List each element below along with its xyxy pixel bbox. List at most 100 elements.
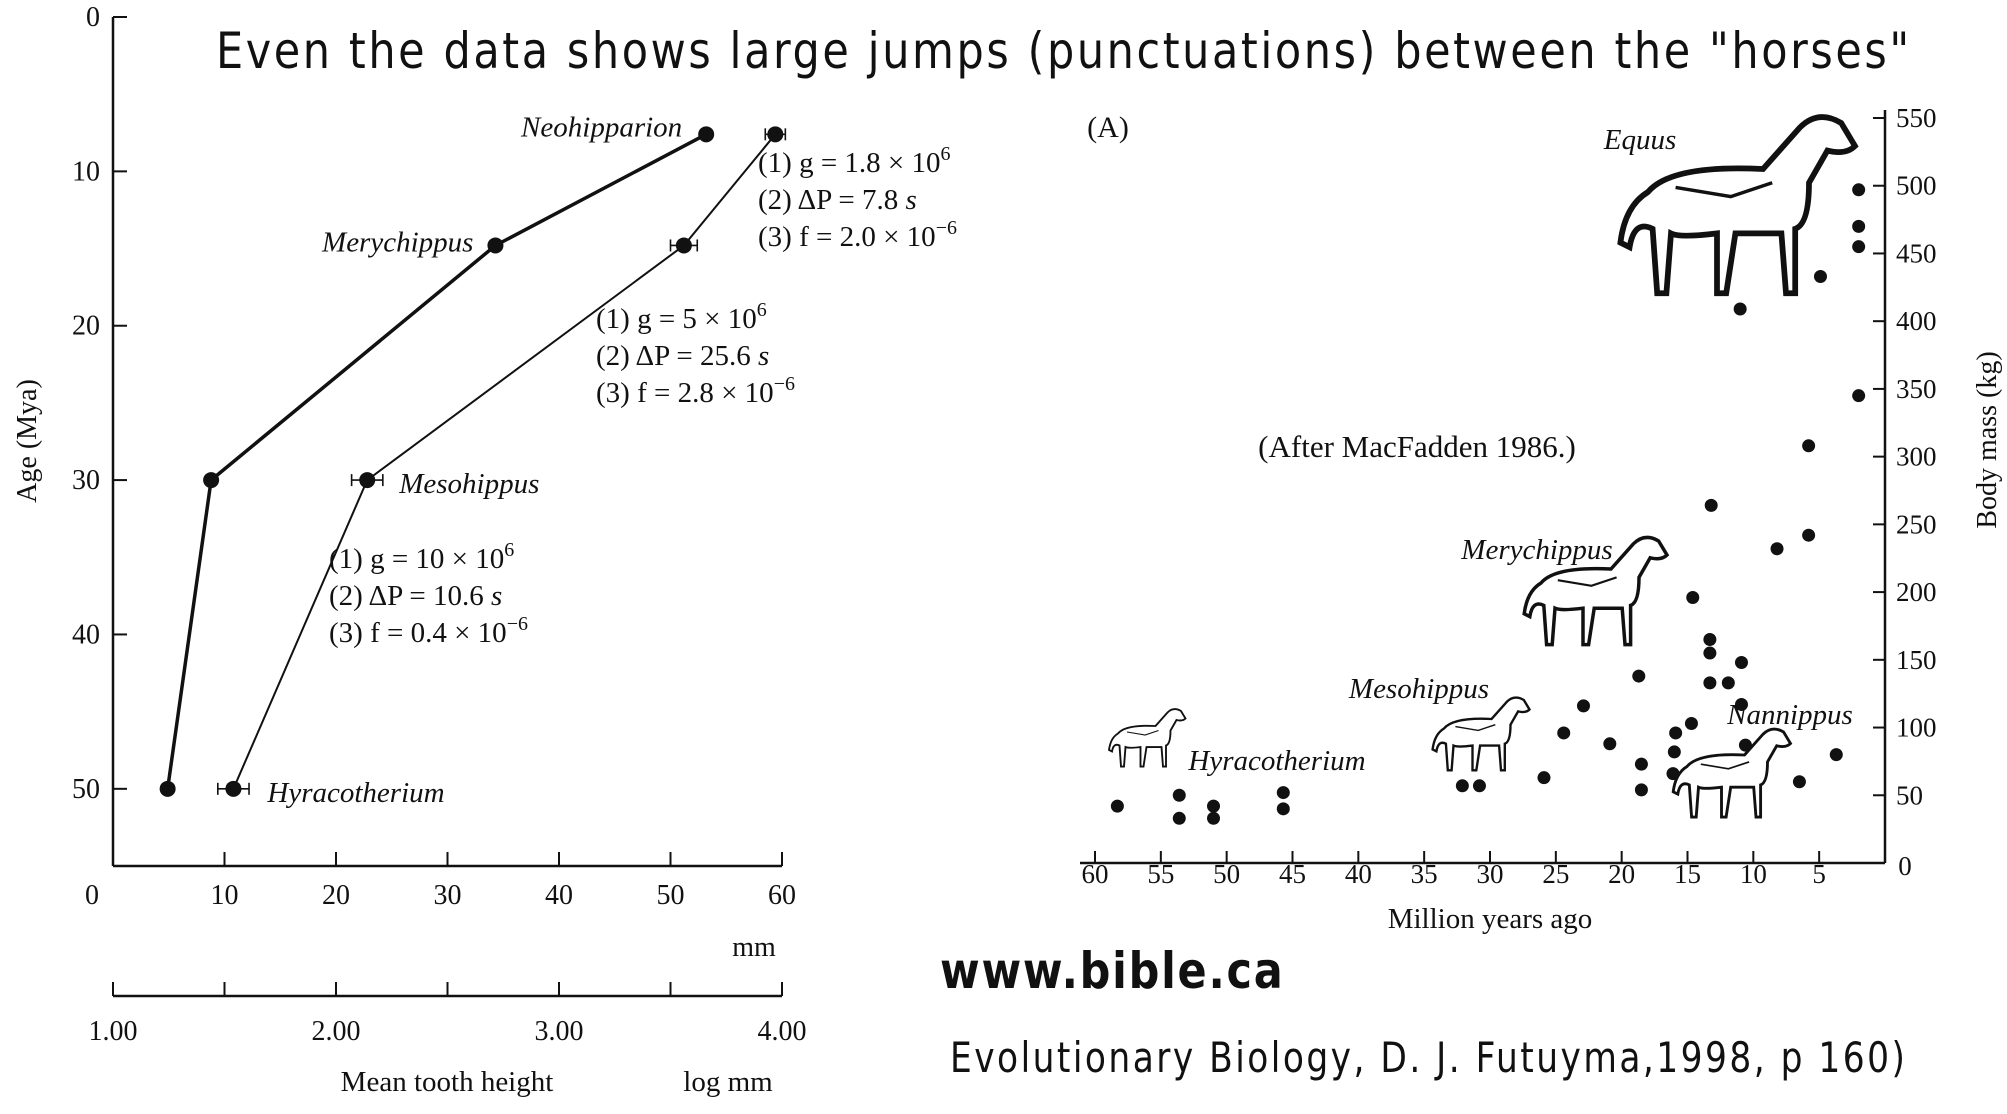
left-log-unit-label: log mm: [683, 1066, 773, 1098]
right-data-point: [1704, 498, 1718, 512]
left-x-tick-label: 50: [657, 880, 685, 911]
right-data-point: [1829, 748, 1843, 762]
citation-label: Evolutionary Biology, D. J. Futuyma,1998…: [950, 1033, 1908, 1082]
right-x-tick-label: 25: [1542, 859, 1569, 889]
right-taxon-label: Mesohippus: [1348, 673, 1489, 705]
right-data-point: [1802, 439, 1816, 453]
left-log-tick-label: 1.00: [89, 1016, 138, 1047]
left-x-tick-label: 30: [434, 880, 462, 911]
left-annotation-line: (2) ΔP = 7.8 s: [758, 184, 917, 216]
right-data-point: [1472, 779, 1486, 793]
left-log-tick-label: 4.00: [758, 1016, 807, 1047]
right-x-tick-label: 60: [1082, 859, 1109, 889]
right-data-point: [1172, 788, 1186, 802]
right-x-tick-label: 55: [1147, 859, 1174, 889]
right-data-point: [1110, 799, 1124, 813]
horse-body-outline: [1522, 535, 1670, 647]
left-x-unit-label: mm: [732, 932, 776, 963]
right-data-point: [1455, 779, 1469, 793]
left-log-tick-label: 3.00: [535, 1016, 584, 1047]
right-x-axis-title: Million years ago: [1388, 903, 1593, 935]
right-taxon-label: Merychippus: [1460, 534, 1612, 566]
right-data-point: [1852, 183, 1866, 197]
horse-body-outline: [1107, 708, 1187, 768]
right-taxon-label: Hyracotherium: [1187, 745, 1365, 777]
right-x-tick-label: 30: [1477, 859, 1504, 889]
right-source-note: (After MacFadden 1986.): [1258, 429, 1576, 464]
right-y-tick-label: 450: [1896, 238, 1937, 268]
right-data-point: [1802, 528, 1816, 542]
right-data-point: [1634, 783, 1648, 797]
right-data-point: [1703, 646, 1717, 660]
right-data-point: [1276, 786, 1290, 800]
right-data-point: [1669, 726, 1683, 740]
mesohippus-illustration-icon: [1431, 696, 1531, 772]
left-data-point: [698, 126, 715, 143]
right-data-point: [1792, 775, 1806, 789]
right-taxon-label: Equus: [1603, 124, 1677, 156]
left-y-tick-label: 30: [72, 465, 100, 496]
right-data-point: [1576, 699, 1590, 713]
right-data-point: [1686, 591, 1700, 605]
right-data-point: [1721, 676, 1735, 690]
right-data-point: [1684, 716, 1698, 730]
left-data-point: [487, 237, 504, 254]
left-taxon-label: Hyracotherium: [266, 777, 444, 809]
right-data-point: [1537, 771, 1551, 785]
horse-shading: [1700, 761, 1750, 770]
right-data-point: [1852, 219, 1866, 233]
right-y-tick-label: 400: [1896, 306, 1937, 336]
left-taxon-label: Merychippus: [321, 226, 473, 258]
right-y-tick-label: 350: [1896, 374, 1937, 404]
left-annotation-line: (3) f = 2.8 × 10−6: [596, 373, 795, 409]
right-data-point: [1770, 542, 1784, 556]
right-data-point: [1557, 726, 1571, 740]
website-label: www.bible.ca: [940, 942, 1285, 1000]
horse-shading: [1126, 729, 1159, 736]
left-y-tick-label: 40: [72, 619, 100, 650]
left-y-tick-label: 10: [72, 156, 100, 187]
right-data-point: [1703, 676, 1717, 690]
right-data-point: [1852, 240, 1866, 254]
right-data-point: [1207, 811, 1220, 825]
right-data-point: [1172, 811, 1186, 825]
left-annotation-line: (1) g = 10 × 106: [329, 539, 514, 575]
left-x-tick-label: 10: [211, 880, 239, 911]
right-panel-label: (A): [1087, 111, 1129, 144]
horse-shading: [1455, 724, 1496, 732]
page-title: Even the data shows large jumps (punctua…: [216, 22, 1912, 80]
left-x-tick-label: 20: [322, 880, 350, 911]
left-taxon-label: Mesohippus: [398, 468, 539, 500]
left-x-tick-label: 0: [85, 880, 99, 911]
left-data-point: [359, 472, 376, 489]
right-y-tick-label: 50: [1896, 780, 1923, 810]
horse-body-outline: [1431, 696, 1531, 772]
left-series-line: [165, 132, 707, 790]
nannippus-illustration-icon: [1671, 727, 1793, 819]
right-data-point: [1734, 656, 1748, 670]
right-data-point: [1207, 799, 1220, 813]
left-x-tick-label: 40: [545, 880, 573, 911]
left-data-point: [203, 472, 220, 489]
left-x-tick-label: 60: [768, 880, 796, 911]
right-data-point: [1603, 737, 1617, 751]
right-y-tick-label: 250: [1896, 509, 1937, 539]
left-data-point: [159, 780, 176, 797]
left-taxon-label: Neohipparion: [520, 111, 682, 143]
right-data-point: [1634, 757, 1648, 771]
right-data-point: [1276, 802, 1290, 816]
left-annotation-line: (2) ΔP = 25.6 s: [596, 340, 769, 372]
right-y-tick-label: 0: [1898, 851, 1912, 881]
left-annotation-line: (2) ΔP = 10.6 s: [329, 580, 502, 612]
right-data-point: [1733, 302, 1747, 316]
right-y-axis-title: Body mass (kg): [1972, 351, 2003, 528]
right-y-tick-label: 500: [1896, 171, 1937, 201]
horse-body-outline: [1671, 727, 1793, 819]
right-x-tick-label: 50: [1213, 859, 1240, 889]
horse-body-outline: [1617, 114, 1859, 297]
left-annotation-line: (3) f = 2.0 × 10−6: [758, 217, 957, 253]
horse-shading: [1675, 181, 1773, 199]
right-y-tick-label: 200: [1896, 577, 1937, 607]
